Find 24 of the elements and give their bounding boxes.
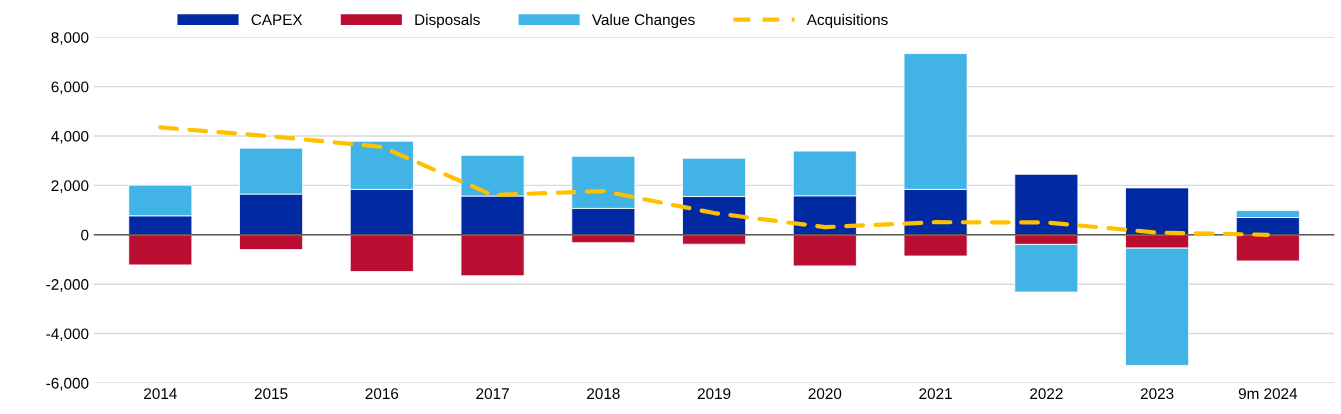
y-tick-label: 4,000 — [51, 130, 89, 144]
legend-label: CAPEX — [251, 14, 303, 26]
x-tick-label: 2014 — [144, 388, 177, 400]
legend-label: Disposals — [415, 13, 480, 29]
y-tick-label: 0 — [81, 229, 89, 241]
legend-label: Acquisitions — [806, 13, 888, 29]
y-tick-label: -6,000 — [46, 377, 89, 391]
x-tick-label: 2017 — [476, 388, 509, 400]
y-tick-label: 6,000 — [51, 81, 89, 95]
x-tick-label: 2018 — [587, 388, 620, 400]
x-tick-label: 2022 — [1030, 388, 1063, 400]
legend-label: Value Changes — [591, 13, 695, 29]
y-tick-label: 2,000 — [51, 180, 89, 193]
y-tick-label: 8,000 — [51, 32, 89, 45]
x-tick-label: 2021 — [919, 388, 952, 400]
y-tick-label: -4,000 — [46, 328, 89, 342]
y-tick-label: -2,000 — [46, 279, 89, 292]
x-tick-label: 2019 — [697, 388, 731, 400]
x-tick-label: 2023 — [1140, 388, 1174, 400]
line-series — [158, 125, 1270, 237]
x-tick-label: 2020 — [808, 388, 842, 400]
x-tick-label: 2016 — [365, 388, 399, 400]
x-tick-label: 9m 2024 — [1238, 388, 1298, 400]
x-tick-label: 2015 — [254, 388, 288, 400]
